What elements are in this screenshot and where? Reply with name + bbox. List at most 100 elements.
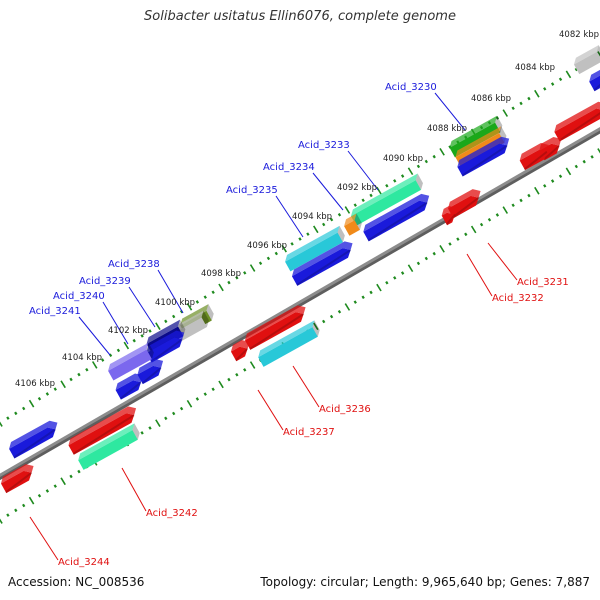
gene-box-side <box>312 320 320 337</box>
lower-scale-tick <box>22 503 26 508</box>
gene-arrow-top <box>291 241 353 277</box>
scale-label-4088-kbp: 4088 kbp <box>427 124 467 134</box>
upper-scale-tick <box>116 348 121 353</box>
gene-arrow-face <box>244 312 304 350</box>
upper-scale-tick <box>227 280 231 285</box>
lower-scale-tick <box>550 179 555 183</box>
lower-scale-tick <box>361 295 365 300</box>
lower-scale-tick <box>60 477 66 486</box>
lower-scale-tick <box>456 237 460 241</box>
lower-scale-tick <box>211 387 215 392</box>
gene-label-Acid_3233[interactable]: Acid_3233 <box>298 140 350 151</box>
gene-arrow-shade <box>249 313 305 350</box>
gene-label-Acid_3242[interactable]: Acid_3242 <box>146 508 198 519</box>
upper-scale-tick <box>164 319 168 324</box>
upper-scale-tick <box>376 186 382 195</box>
upper-scale-tick <box>266 256 271 261</box>
upper-scale-tick <box>28 399 35 408</box>
gene-arrow-shade <box>141 366 162 385</box>
upper-scale-tick <box>60 380 66 389</box>
gene-arrow-shade <box>452 196 480 219</box>
gene-box-top <box>344 213 357 227</box>
gene-box-top <box>177 310 204 331</box>
gene-label-Acid_3239[interactable]: Acid_3239 <box>79 276 131 287</box>
lower-scale-tick <box>227 377 231 382</box>
gene-label-Acid_3244[interactable]: Acid_3244 <box>58 557 110 568</box>
upper-scale-tick <box>313 225 319 234</box>
lower-scale-tick <box>470 225 477 234</box>
upper-scale-tick <box>353 203 357 207</box>
gene-arrow-face <box>589 74 600 92</box>
upper-scale-tick <box>337 213 342 217</box>
upper-scale-tick <box>6 416 10 420</box>
lower-scale-tick <box>511 203 515 208</box>
lower-scale-tick <box>164 416 168 421</box>
lower-scale-tick <box>590 155 594 159</box>
scale-label-4104-kbp: 4104 kbp <box>62 353 102 363</box>
lower-scale-tick <box>432 251 436 256</box>
gene-box-side <box>206 304 214 321</box>
upper-scale-tick <box>558 77 563 81</box>
lower-scale-tick <box>565 167 572 176</box>
lower-scale-tick <box>400 271 405 275</box>
lower-scale-tick <box>28 496 35 505</box>
gene-feature-24 <box>258 320 320 367</box>
lower-scale-tick <box>407 264 414 273</box>
gene-box-face <box>344 220 360 236</box>
upper-scale-tick <box>258 261 263 265</box>
upper-scale-tick <box>37 397 42 401</box>
gene-box-face <box>78 430 138 470</box>
gene-arrow-shade <box>72 414 135 455</box>
lower-scale-tick <box>376 283 382 292</box>
upper-scale-tick <box>290 242 294 246</box>
gene-label-Acid_3238[interactable]: Acid_3238 <box>108 259 160 270</box>
gene-arrow-shade <box>150 338 183 363</box>
gene-feature-20 <box>108 342 154 381</box>
gene-label-Acid_3235[interactable]: Acid_3235 <box>226 185 278 196</box>
gene-arrow-face <box>519 149 547 171</box>
label-leader-lines <box>29 92 518 561</box>
upper-scale-tick <box>298 237 302 241</box>
gene-arrow-shade <box>235 347 249 362</box>
gene-arrow-top <box>519 143 549 161</box>
gene-label-Acid_3236[interactable]: Acid_3236 <box>319 404 371 415</box>
gene-box-side <box>337 225 345 243</box>
gene-box-top <box>258 320 315 358</box>
map-title: Solibacter usitatus Ellin6076, complete … <box>144 9 456 24</box>
gene-box-side <box>201 310 209 328</box>
lower-scale-tick <box>45 489 50 493</box>
lower-scale-tick <box>155 419 161 427</box>
upper-scale-tick <box>249 264 256 272</box>
gene-arrow-face <box>146 337 183 363</box>
gene-label-Acid_3232[interactable]: Acid_3232 <box>492 293 544 304</box>
lower-scale-tick <box>186 399 193 408</box>
gene-arrow-shade <box>13 428 56 459</box>
leader-Acid_3235 <box>275 195 304 238</box>
gene-arrow-top <box>447 189 481 209</box>
gene-label-Acid_3231[interactable]: Acid_3231 <box>517 277 569 288</box>
gene-box-side <box>178 319 186 337</box>
leader-Acid_3240 <box>102 301 129 345</box>
gene-feature-25 <box>230 339 250 362</box>
gene-label-Acid_3237[interactable]: Acid_3237 <box>283 427 335 438</box>
gene-arrow-top <box>363 193 430 232</box>
upper-scale-tick <box>148 329 152 333</box>
gene-arrow-top <box>589 67 600 82</box>
gene-arrow-face <box>230 346 248 362</box>
gene-label-Acid_3241[interactable]: Acid_3241 <box>29 306 81 317</box>
gene-arrow-top <box>244 305 306 341</box>
upper-scale-tick <box>100 358 105 362</box>
lower-scale-tick <box>249 361 256 369</box>
lower-scale-tick <box>424 256 428 261</box>
gene-label-Acid_3230[interactable]: Acid_3230 <box>385 82 437 93</box>
upper-scale-tick <box>534 89 540 98</box>
gene-label-Acid_3234[interactable]: Acid_3234 <box>263 162 315 173</box>
gene-label-Acid_3240[interactable]: Acid_3240 <box>53 291 105 302</box>
upper-scale-tick <box>502 109 509 117</box>
upper-scale-tick <box>123 341 130 350</box>
gene-feature-15 <box>291 241 353 286</box>
gene-feature-8 <box>519 143 549 171</box>
scale-label-4086-kbp: 4086 kbp <box>471 94 511 104</box>
lower-scale-tick <box>148 426 152 430</box>
